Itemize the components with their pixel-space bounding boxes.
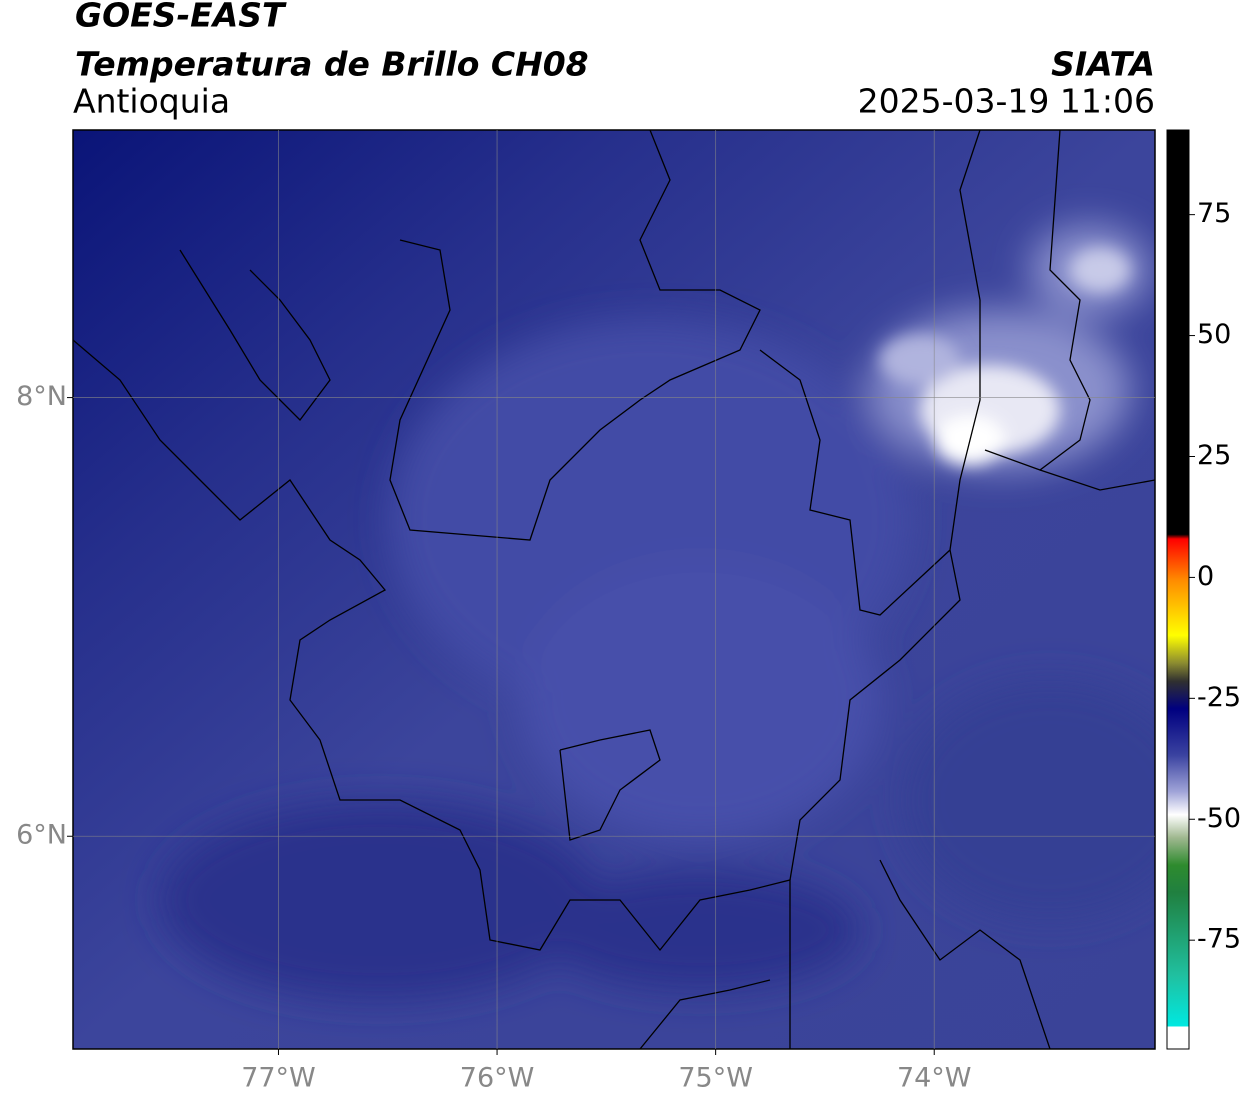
colorbar-tick-label: -50 [1197, 803, 1241, 834]
colorbar-tick-label: 75 [1197, 198, 1231, 229]
y-tick-label: 6°N [16, 820, 67, 851]
datetime: 2025-03-19 11:06 [858, 82, 1155, 121]
colorbar-tick-label: -75 [1197, 924, 1241, 955]
region: Antioquia [73, 82, 230, 121]
x-tick-label: 76°W [460, 1063, 535, 1094]
colorbar-tick-label: 50 [1197, 319, 1231, 350]
product-title: GOES-EAST [75, 0, 287, 35]
colorbar [1166, 129, 1190, 1050]
x-tick-label: 75°W [678, 1063, 753, 1094]
colorbar-tick-label: 0 [1197, 561, 1214, 592]
colorbar-tick-label: 25 [1197, 440, 1231, 471]
source: SIATA [1051, 45, 1155, 84]
y-tick-label: 8°N [16, 381, 67, 412]
map-frame [72, 129, 1156, 1050]
x-tick-label: 74°W [897, 1063, 972, 1094]
x-tick-label: 77°W [241, 1063, 316, 1094]
chart-title: Temperatura de Brillo CH08 [75, 45, 589, 84]
colorbar-tick-label: -25 [1197, 682, 1241, 713]
map-image [73, 130, 1155, 1049]
